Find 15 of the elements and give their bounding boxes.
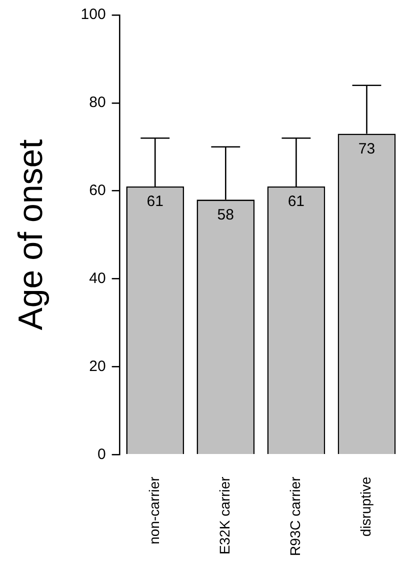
data-label: 61: [146, 193, 164, 210]
y-tick-label: 0: [97, 446, 106, 463]
y-axis-title: Age of onset: [12, 138, 50, 330]
x-tick-label: E32K carrier: [216, 476, 232, 554]
data-label: 58: [217, 206, 234, 224]
x-tick-label: non-carrier: [146, 476, 162, 544]
y-tick-label: 80: [89, 94, 106, 112]
y-tick-label: 100: [80, 6, 106, 24]
y-tick-label: 40: [89, 270, 106, 287]
x-tick-label: disruptive: [358, 476, 374, 537]
x-tick-label: R93C carrier: [287, 476, 304, 556]
y-tick-label: 20: [89, 358, 106, 375]
y-tick-label: 60: [89, 182, 106, 199]
data-label: 73: [358, 140, 376, 158]
data-label: 61: [288, 193, 305, 210]
